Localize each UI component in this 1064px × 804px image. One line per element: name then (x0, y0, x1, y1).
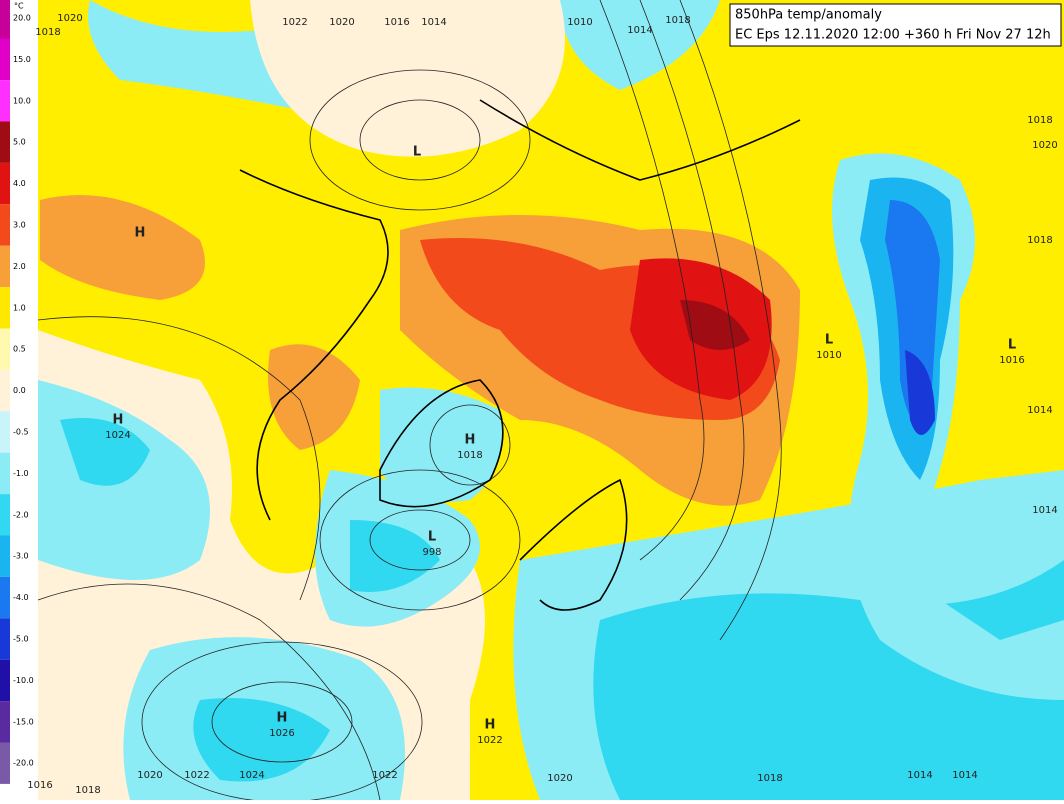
isobar-label: 1020 (547, 773, 572, 784)
isobar-label: 1010 (567, 17, 592, 28)
legend-swatch (0, 0, 10, 42)
legend-swatch (0, 162, 10, 205)
isobar-label: 1022 (282, 17, 307, 28)
isobar-label: 1020 (1032, 140, 1057, 151)
isobar-label: 1020 (57, 13, 82, 24)
isobar-label: 1022 (184, 770, 209, 781)
pressure-labels: H L H 1024 H 1018 L 998 H 1026 H 1022 L 1010 L 1016 1020… (27, 13, 1057, 796)
legend-unit: °C (14, 2, 24, 11)
pressure-center-value: 1026 (269, 728, 294, 739)
temperature-field (38, 0, 1064, 800)
legend-label: 5.0 (13, 138, 26, 147)
pressure-center-value: 1018 (457, 450, 482, 461)
legend-swatch (0, 535, 10, 577)
legend-swatch (0, 411, 10, 453)
legend-swatch (0, 121, 10, 163)
pressure-center-value: 1010 (816, 350, 841, 361)
legend-label: -1.0 (13, 469, 29, 478)
pressure-center-type: L (413, 145, 421, 160)
legend-label: 1.0 (13, 303, 26, 312)
title: 850hPa temp/anomaly (735, 8, 882, 23)
legend-label: -15.0 (13, 717, 34, 726)
pressure-center-value: 1022 (477, 735, 502, 746)
legend-swatch (0, 701, 10, 743)
isobar-label: 1014 (952, 770, 977, 781)
isobar-label: 1018 (1027, 115, 1052, 126)
legend-swatch (0, 576, 10, 619)
legend-label: 15.0 (13, 55, 31, 64)
pressure-center-type: L (428, 530, 436, 545)
pressure-center-type: H (113, 413, 124, 428)
pressure-center-type: H (465, 433, 476, 448)
pressure-center-value: 998 (422, 547, 441, 558)
pressure-center-type: L (825, 333, 833, 348)
legend-swatch (0, 659, 10, 702)
isobar-label: 1018 (35, 27, 60, 38)
isobar-label: 1018 (665, 15, 690, 26)
legend-swatch (0, 369, 10, 412)
legend-swatch (0, 204, 10, 246)
legend-label: -0.5 (13, 428, 29, 437)
pressure-center-type: H (135, 226, 146, 241)
isobar-label: 1014 (1027, 405, 1052, 416)
legend-label: 20.0 (13, 14, 31, 23)
legend-label: 0.5 (13, 345, 26, 354)
legend-swatch (0, 80, 10, 122)
legend-label: -4.0 (13, 593, 29, 602)
legend-label: 4.0 (13, 179, 26, 188)
subtitle: EC Eps 12.11.2020 12:00 +360 h Fri Nov 2… (735, 28, 1051, 43)
legend-label: -5.0 (13, 635, 29, 644)
isobar-label: 1014 (1032, 505, 1057, 516)
isobar-label: 1016 (384, 17, 409, 28)
isobars (37, 0, 782, 803)
legend-swatch (0, 287, 10, 329)
pressure-center-type: H (485, 718, 496, 733)
isobar-label: 1020 (137, 770, 162, 781)
legend-label: 2.0 (13, 262, 26, 271)
legend-swatch (0, 452, 10, 495)
pressure-center-value: 1024 (105, 430, 130, 441)
legend-label: -3.0 (13, 552, 29, 561)
legend-swatch (0, 618, 10, 660)
isobar-label: 1018 (1027, 235, 1052, 246)
isobar-label: 1018 (757, 773, 782, 784)
coastlines (239, 99, 801, 611)
legend-swatch (0, 38, 10, 81)
legend-swatch (0, 245, 10, 288)
isobar-label: 1016 (27, 780, 52, 791)
isobar-label: 1014 (421, 17, 446, 28)
legend-swatch (0, 742, 10, 784)
title-box (729, 3, 1062, 47)
isobar-label: 1020 (329, 17, 354, 28)
legend-label: 0.0 (13, 386, 26, 395)
legend-label: 10.0 (13, 96, 31, 105)
color-legend: °C 20.0 15.0 10.0 5.0 4.0 3.0 2.0 1.0 0.5 0.0 -0.5 -… (0, 0, 38, 800)
isobar-label: 1018 (75, 785, 100, 796)
isobar-label: 1022 (372, 770, 397, 781)
legend-label: -20.0 (13, 759, 34, 768)
pressure-center-type: H (277, 711, 288, 726)
isobar-label: 1014 (627, 25, 652, 36)
pressure-center-value: 1016 (999, 355, 1024, 366)
legend-label: 3.0 (13, 221, 26, 230)
legend-label: -2.0 (13, 510, 29, 519)
isobar-label: 1024 (239, 770, 264, 781)
legend-swatch (0, 328, 10, 370)
legend-swatch (0, 494, 10, 536)
pressure-center-type: L (1008, 338, 1016, 353)
isobar-label: 1014 (907, 770, 932, 781)
legend-label: -10.0 (13, 676, 34, 685)
